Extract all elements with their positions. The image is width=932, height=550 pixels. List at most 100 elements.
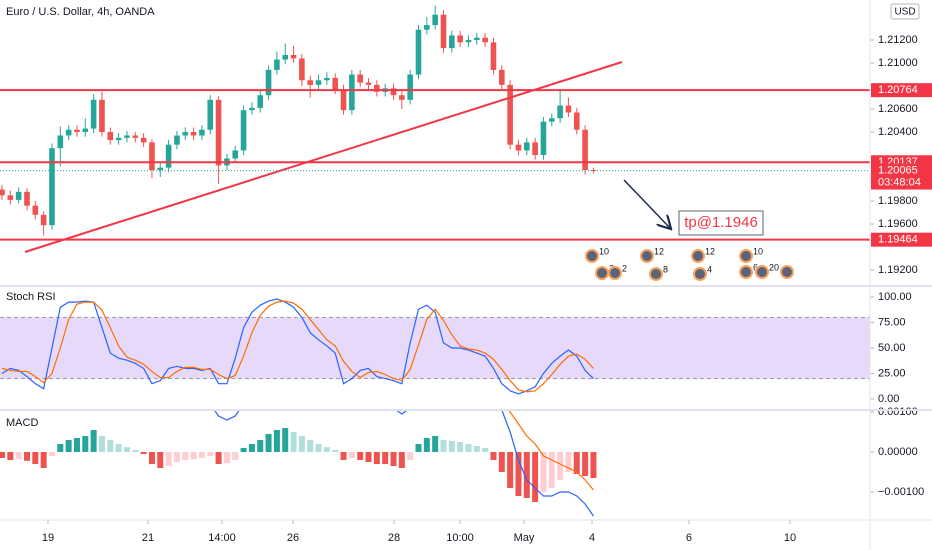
histogram-bar (465, 444, 472, 452)
candle-body (132, 135, 139, 138)
candle-body (365, 82, 372, 85)
candle-body (332, 77, 339, 90)
histogram-bar (423, 438, 430, 452)
candle-body (57, 135, 64, 149)
histogram-bar (190, 452, 197, 460)
candle-body (349, 74, 355, 111)
x-tick-label: 14:00 (208, 532, 236, 544)
candle-body (407, 74, 413, 100)
candle-body (215, 99, 222, 166)
histogram-bar (565, 452, 572, 472)
histogram-bar (40, 452, 47, 468)
candle-body (157, 167, 164, 170)
event-icon (640, 249, 654, 263)
histogram-bar (407, 452, 414, 460)
x-tick-label: 21 (142, 532, 154, 544)
histogram-bar (65, 440, 72, 452)
candle-body (232, 150, 239, 159)
candle-body (165, 144, 172, 168)
chart-title: Euro / U.S. Dollar, 4h, OANDA (6, 6, 155, 18)
event-icon (649, 267, 663, 281)
y-tick-label: 100.00 (878, 291, 912, 303)
event-icon (739, 249, 753, 263)
candle-body (0, 189, 5, 196)
x-tick-label: May (514, 532, 535, 544)
histogram-bar (307, 440, 314, 452)
x-tick-label: 10:00 (446, 532, 474, 544)
y-tick-label: −0.00100 (878, 486, 924, 498)
x-tick-label: 4 (589, 532, 595, 544)
series-line (1, 300, 594, 393)
candle-body (282, 54, 289, 60)
histogram-bar (557, 452, 564, 480)
candle-body (465, 40, 472, 43)
trendline (24, 61, 623, 253)
histogram-bar (498, 452, 505, 472)
histogram-bar (473, 446, 480, 452)
candle-body (590, 169, 597, 171)
candle-body (290, 54, 297, 59)
histogram-bar (507, 452, 514, 488)
event-count: 10 (753, 246, 763, 256)
histogram-bar (415, 444, 422, 452)
x-tick-label: 10 (784, 532, 796, 544)
candle-body (307, 80, 314, 85)
y-tick-label: 75.00 (878, 316, 906, 328)
histogram-bar (340, 452, 347, 460)
event-icon (693, 267, 707, 281)
y-tick-label: 0.00000 (878, 446, 918, 458)
candle-body (249, 107, 255, 111)
candle-body (15, 191, 22, 200)
histogram-bar (23, 452, 30, 461)
event-icon (608, 266, 622, 280)
currency-badge[interactable] (890, 3, 920, 20)
histogram-bar (173, 452, 180, 462)
histogram-bar (573, 452, 580, 474)
histogram-bar (590, 452, 597, 478)
histogram-bar (265, 434, 272, 452)
candle-body (474, 37, 480, 41)
pane (0, 298, 870, 395)
histogram-bar (490, 452, 497, 460)
histogram-bar (207, 452, 214, 456)
histogram-bar (515, 452, 522, 496)
histogram-bar (440, 440, 447, 452)
histogram-bar (523, 452, 530, 498)
candle-body (482, 37, 488, 43)
candle-body (457, 35, 463, 43)
histogram-bar (7, 452, 14, 460)
candle-body (440, 14, 447, 49)
currency-label: USD (894, 7, 915, 18)
price-tag (871, 83, 932, 98)
annotation-arrow (623, 179, 670, 228)
event-icon (691, 249, 705, 263)
y-tick-label: 1.21200 (878, 34, 918, 46)
histogram-bar (157, 452, 164, 468)
countdown-label: 03:48:04 (878, 176, 921, 188)
histogram-bar (132, 450, 139, 452)
candle-body (523, 142, 530, 151)
candle-body (24, 191, 30, 206)
annotation-box (678, 210, 764, 236)
candle-body (40, 214, 47, 226)
histogram-bar (457, 442, 464, 452)
histogram-bar (240, 448, 247, 452)
candle-body (182, 132, 189, 136)
pane (0, 411, 597, 517)
y-tick-label: 1.20600 (878, 103, 918, 115)
histogram-bar (32, 452, 39, 464)
x-tick-label: 28 (388, 532, 400, 544)
event-count: 10 (599, 246, 609, 256)
candle-body (124, 135, 130, 138)
candle-body (115, 137, 122, 141)
candle-body (424, 25, 430, 30)
x-tick-label: 26 (287, 532, 299, 544)
histogram-bar (482, 448, 489, 452)
event-icon (595, 266, 609, 280)
histogram-bar (390, 452, 397, 466)
histogram-bar (198, 452, 205, 458)
candle-body (490, 42, 497, 70)
x-tick-label: 19 (42, 532, 54, 544)
candle-body (99, 99, 105, 133)
y-tick-label: 25.00 (878, 367, 906, 379)
